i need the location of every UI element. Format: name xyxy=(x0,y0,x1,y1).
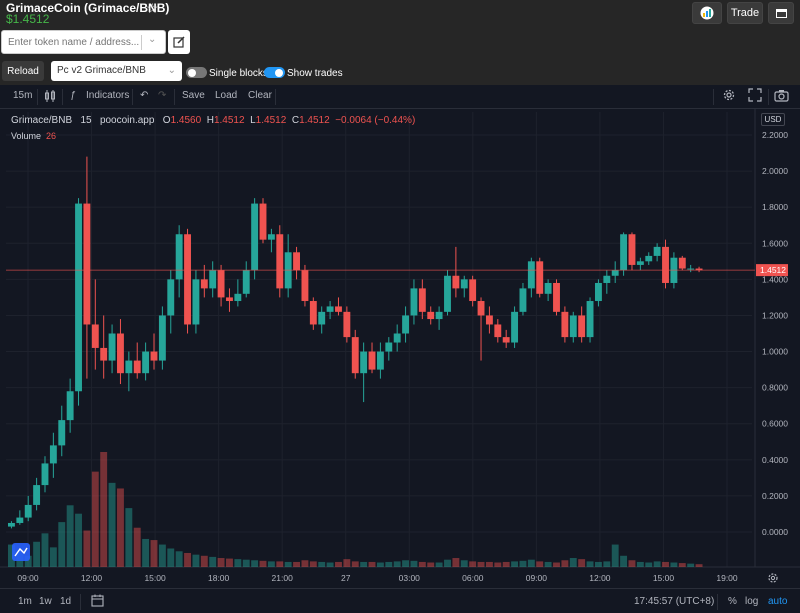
legend-l-key: L xyxy=(250,115,256,126)
single-blocks-label: Single blocks xyxy=(209,68,268,79)
show-trades-toggle[interactable] xyxy=(264,67,285,78)
trade-button[interactable]: Trade xyxy=(727,2,763,24)
single-blocks-toggle[interactable] xyxy=(186,67,207,78)
edit-button[interactable] xyxy=(168,30,190,54)
camera-icon[interactable] xyxy=(774,88,789,105)
star-icon[interactable]: ☆ xyxy=(146,0,159,16)
load-button[interactable]: Load xyxy=(215,90,238,101)
chevron-down-icon: ⌄ xyxy=(167,65,176,76)
legend-low: 1.4512 xyxy=(255,115,287,126)
volume-label: Volume xyxy=(11,131,42,141)
legend-close: 1.4512 xyxy=(299,115,330,126)
fullscreen-icon[interactable] xyxy=(748,88,762,105)
coin-title: GrimaceCoin (Grimace/BNB) xyxy=(6,1,170,15)
chart-logo-icon xyxy=(700,6,714,20)
indicators-button[interactable]: Indicators xyxy=(86,90,130,101)
header: GrimaceCoin (Grimace/BNB) ☆ $1.4512 Trad… xyxy=(0,0,800,84)
settings-gear-icon[interactable] xyxy=(722,88,736,105)
legend-change: −0.0064 (−0.44%) xyxy=(335,115,416,126)
legend-o-key: O xyxy=(162,115,171,126)
clear-button[interactable]: Clear xyxy=(248,90,272,101)
volume-value: 26 xyxy=(46,131,57,141)
clock: 17:45:57 (UTC+8) xyxy=(634,596,715,607)
legend-high: 1.4512 xyxy=(213,115,245,126)
calendar-icon[interactable] xyxy=(91,594,104,610)
token-search[interactable]: ⌄ xyxy=(1,30,166,54)
currency-select[interactable]: USD xyxy=(761,113,785,126)
range-1m[interactable]: 1m xyxy=(18,596,32,607)
percent-button[interactable]: % xyxy=(728,596,737,607)
legend-symbol: Grimace/BNB xyxy=(11,115,73,126)
auto-button[interactable]: auto xyxy=(768,596,788,607)
legend-h-key: H xyxy=(206,115,214,126)
chart-toolbar: 15m ƒ Indicators ↶ ↷ Save Load Clear xyxy=(0,85,800,109)
volume-legend: Volume 26 xyxy=(11,131,56,141)
legend-source: poocoin.app xyxy=(99,115,155,126)
pair-select-value: Pc v2 Grimace/BNB xyxy=(57,65,146,76)
chevron-down-icon[interactable]: ⌄ xyxy=(148,34,157,45)
window-icon xyxy=(775,8,787,18)
bottom-bar: 1m 1w 1d 17:45:57 (UTC+8) % log auto xyxy=(0,588,800,613)
edit-icon xyxy=(173,36,185,48)
show-trades-label: Show trades xyxy=(287,68,343,79)
search-input[interactable] xyxy=(2,31,140,53)
undo-icon[interactable]: ↶ xyxy=(140,90,149,101)
indicators-icon: ƒ xyxy=(70,90,76,101)
range-1d[interactable]: 1d xyxy=(60,596,72,607)
chart-legend: Grimace/BNB 15 poocoin.app O1.4560 H1.45… xyxy=(11,115,415,126)
wallet-button[interactable] xyxy=(692,2,722,24)
interval-button[interactable]: 15m xyxy=(13,90,33,101)
pair-select[interactable]: Pc v2 Grimace/BNB ⌄ xyxy=(51,61,182,81)
redo-icon[interactable]: ↷ xyxy=(158,90,167,101)
save-button[interactable]: Save xyxy=(182,90,205,101)
chart-area: 15m ƒ Indicators ↶ ↷ Save Load Clear xyxy=(0,85,800,613)
window-button[interactable] xyxy=(768,2,794,24)
legend-interval: 15 xyxy=(80,115,92,126)
range-1w[interactable]: 1w xyxy=(39,596,52,607)
legend-c-key: C xyxy=(291,115,300,126)
legend-open: 1.4560 xyxy=(170,115,202,126)
candle-type-icon[interactable] xyxy=(44,89,56,106)
coin-price: $1.4512 xyxy=(6,12,50,26)
log-button[interactable]: log xyxy=(745,596,759,607)
reload-button[interactable]: Reload xyxy=(2,61,44,81)
